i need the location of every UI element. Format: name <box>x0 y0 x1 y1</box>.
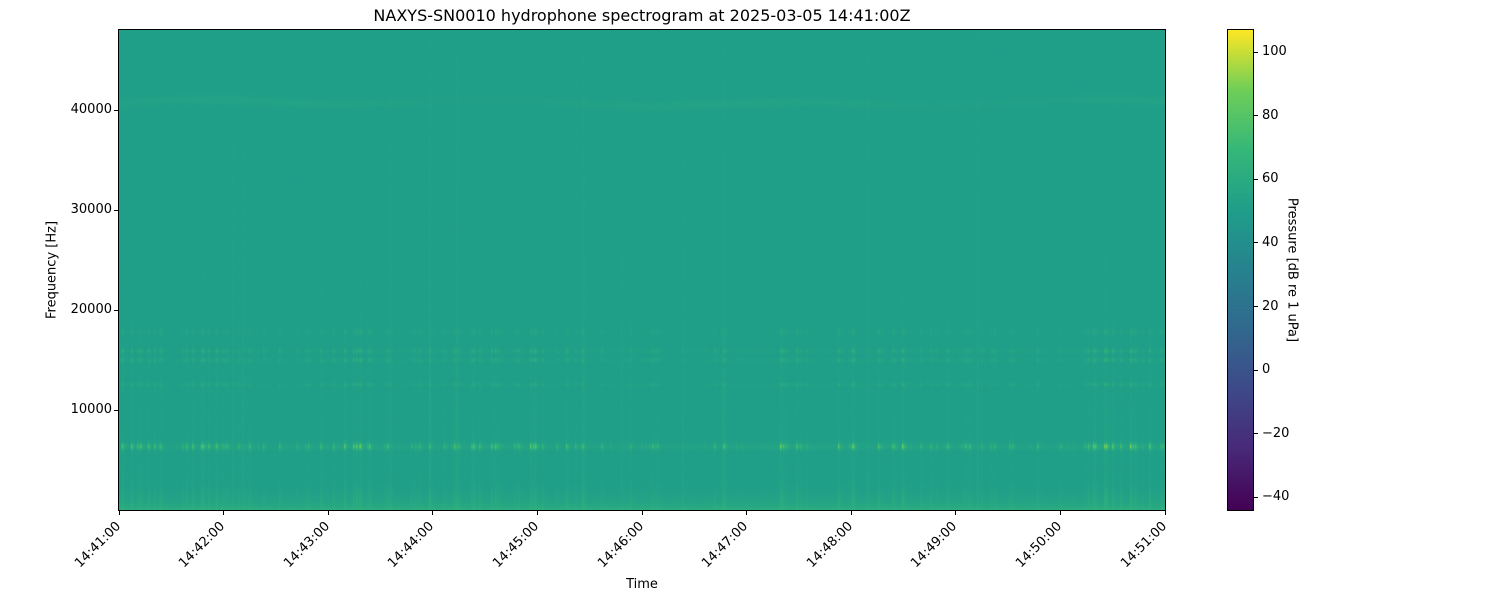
x-tick-label: 14:48:00 <box>803 519 856 571</box>
x-tick-mark <box>1164 511 1166 515</box>
y-tick-label: 10000 <box>70 402 112 417</box>
x-tick-label: 14:49:00 <box>908 519 961 571</box>
x-tick-mark <box>955 511 957 515</box>
x-tick-label: 14:50:00 <box>1013 519 1065 571</box>
colorbar-frame <box>1227 29 1254 511</box>
colorbar-tick-label: 40 <box>1262 234 1279 250</box>
x-tick-mark <box>327 511 329 515</box>
colorbar-tick-mark <box>1254 496 1258 498</box>
x-tick-label: 14:51:00 <box>1117 519 1170 571</box>
x-tick-label: 14:46:00 <box>594 519 647 571</box>
colorbar-tick-mark <box>1254 115 1258 117</box>
x-tick-label: 14:47:00 <box>699 519 752 571</box>
colorbar-tick-mark <box>1254 178 1258 180</box>
y-tick-label: 30000 <box>70 202 112 217</box>
y-tick-mark <box>114 309 118 311</box>
x-tick-label: 14:41:00 <box>71 519 124 571</box>
x-tick-mark <box>850 511 852 515</box>
x-tick-label: 14:44:00 <box>385 519 438 571</box>
colorbar-tick-label: 60 <box>1262 171 1279 187</box>
y-tick-mark <box>114 409 118 411</box>
chart-title: NAXYS-SN0010 hydrophone spectrogram at 2… <box>373 6 911 25</box>
x-tick-mark <box>432 511 434 515</box>
y-tick-label: 40000 <box>70 102 112 117</box>
colorbar-tick-mark <box>1254 369 1258 371</box>
x-axis-label: Time <box>626 577 658 592</box>
colorbar-tick-label: 100 <box>1262 44 1287 60</box>
y-tick-label: 20000 <box>70 302 112 317</box>
colorbar-label: Pressure [dB re 1 uPa] <box>1284 197 1300 343</box>
x-tick-mark <box>746 511 748 515</box>
colorbar-tick-mark <box>1254 242 1258 244</box>
x-tick-mark <box>118 511 120 515</box>
spectrogram-canvas <box>119 30 1165 510</box>
x-tick-label: 14:43:00 <box>280 519 333 571</box>
y-tick-mark <box>114 109 118 111</box>
colorbar-tick-mark <box>1254 306 1258 308</box>
x-tick-label: 14:45:00 <box>490 519 542 571</box>
colorbar-tick-label: 80 <box>1262 107 1279 123</box>
plot-frame <box>118 29 1166 511</box>
colorbar-tick-label: 0 <box>1262 362 1271 378</box>
x-tick-mark <box>1059 511 1061 515</box>
colorbar-tick-label: −20 <box>1262 425 1290 441</box>
colorbar-tick-mark <box>1254 51 1258 53</box>
y-tick-mark <box>114 209 118 211</box>
colorbar-tick-label: 20 <box>1262 298 1279 314</box>
colorbar-gradient <box>1228 30 1253 510</box>
colorbar-tick-label: −40 <box>1262 489 1290 505</box>
x-tick-label: 14:42:00 <box>176 519 229 571</box>
x-tick-mark <box>641 511 643 515</box>
x-tick-mark <box>536 511 538 515</box>
colorbar-tick-mark <box>1254 433 1258 435</box>
x-tick-mark <box>223 511 225 515</box>
